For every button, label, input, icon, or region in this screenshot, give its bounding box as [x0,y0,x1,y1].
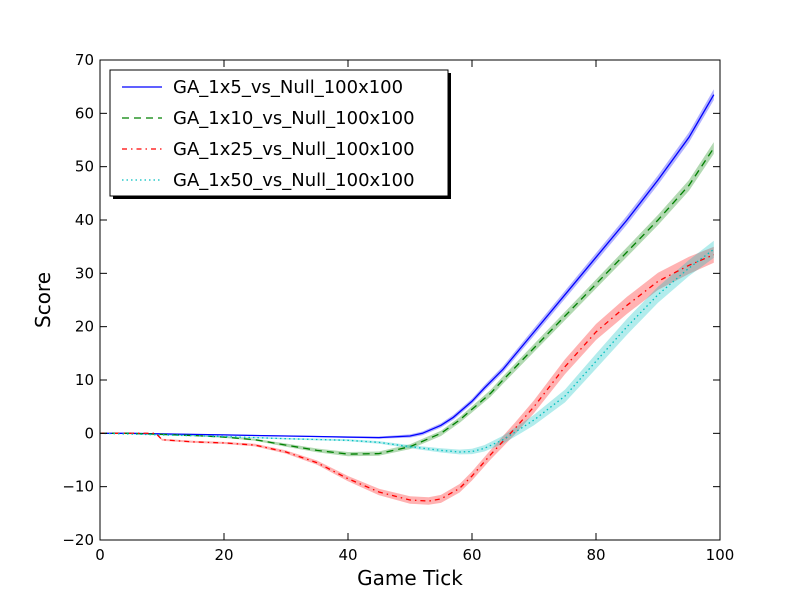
series-3-line [100,254,715,502]
y-tick-label: 60 [75,104,94,122]
legend-box [109,69,449,197]
legend-label-2: GA_1x10_vs_Null_100x100 [173,108,415,129]
x-tick-label: 100 [706,546,735,564]
y-tick-label: 70 [75,51,94,69]
plot-frame [99,59,721,541]
series-1-line [100,94,715,439]
y-tick-label: 50 [75,158,94,176]
series-lines [99,94,715,502]
legend: GA_1x5_vs_Null_100x100 GA_1x10_vs_Null_10… [109,69,451,199]
x-axis-title: Game Tick [357,566,463,590]
x-tick-label: 20 [214,546,233,564]
legend-label-4: GA_1x50_vs_Null_100x100 [173,170,415,191]
legend-label-3: GA_1x25_vs_Null_100x100 [173,139,415,160]
y-tick-label: −20 [62,531,94,549]
y-tick-label: 30 [75,264,94,282]
x-tick-label: 40 [338,546,357,564]
y-tick-label: 40 [75,211,94,229]
legend-label-1: GA_1x5_vs_Null_100x100 [173,77,403,98]
y-tick-label: −10 [62,478,94,496]
series-4-line [99,248,715,453]
y-tick-label: 10 [75,371,94,389]
x-tick-label: 0 [95,546,105,564]
y-axis-title: Score [31,272,55,328]
axis-ticks: 0 20 40 60 80 100 −20 −10 0 10 20 30 40 50 60 70 [62,51,734,564]
x-tick-label: 60 [462,546,481,564]
y-tick-label: 0 [84,424,94,442]
y-tick-label: 20 [75,318,94,336]
series-4-band [100,240,714,455]
x-tick-label: 80 [586,546,605,564]
